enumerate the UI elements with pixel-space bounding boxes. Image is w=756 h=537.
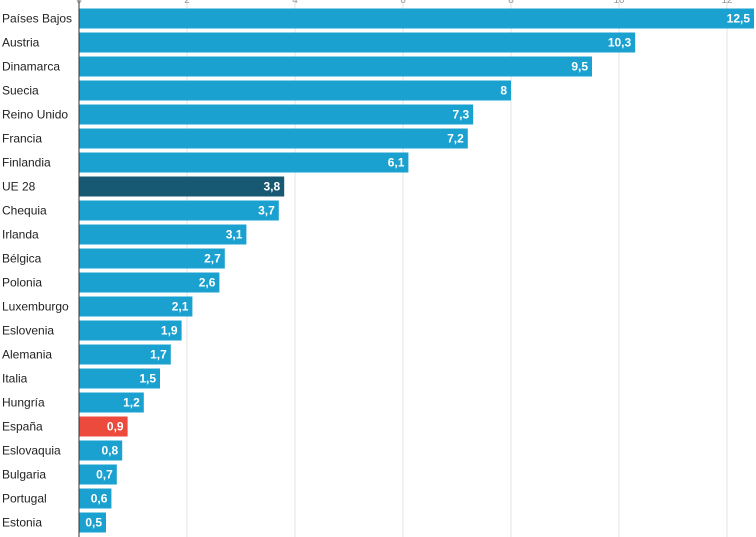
category-label: Alemania [2,348,52,362]
value-label: 3,1 [226,228,243,242]
value-label: 1,5 [139,372,156,386]
category-label: Portugal [2,492,47,506]
value-label: 7,3 [453,108,470,122]
value-label: 3,8 [264,180,281,194]
category-label: Bélgica [2,252,42,266]
value-label: 1,7 [150,348,167,362]
bar [79,512,106,533]
bar [79,416,128,437]
value-label: 0,8 [102,444,119,458]
value-label: 7,2 [447,132,464,146]
value-label: 3,7 [258,204,275,218]
category-label: Irlanda [2,228,39,242]
bar [79,344,171,365]
value-label: 1,9 [161,324,178,338]
value-label: 12,5 [727,12,751,26]
value-label: 2,1 [172,300,189,314]
bar [79,464,117,485]
value-label: 10,3 [608,36,632,50]
bar [79,272,220,293]
value-label: 8 [500,84,507,98]
bar [79,176,285,197]
category-label: Luxemburgo [2,300,69,314]
bar [79,104,474,125]
bar [79,80,511,101]
x-tick-label: 12 [721,0,733,6]
bar [79,224,247,245]
value-label: 2,6 [199,276,216,290]
bar [79,248,225,269]
category-label: Dinamarca [2,60,60,74]
bar [79,8,754,29]
value-label: 6,1 [388,156,405,170]
bar [79,296,193,317]
bar [79,320,182,341]
bar [79,152,409,173]
category-label: Polonia [2,276,42,290]
bar [79,488,112,509]
value-label: 0,9 [107,420,124,434]
value-label: 9,5 [571,60,588,74]
category-label: Eslovaquia [2,444,61,458]
x-tick-label: 6 [400,0,406,6]
category-label: Finlandia [2,156,51,170]
bar [79,32,636,53]
bar [79,392,144,413]
category-label: Hungría [2,396,45,410]
category-label: Italia [2,372,28,386]
category-label: Bulgaria [2,468,46,482]
x-tick-label: 4 [292,0,298,6]
category-label: Chequia [2,204,47,218]
x-tick-label: 2 [184,0,190,6]
bar [79,200,279,221]
value-label: 0,6 [91,492,108,506]
value-label: 1,2 [123,396,140,410]
category-label: Austria [2,36,40,50]
bar [79,440,123,461]
value-label: 2,7 [204,252,221,266]
category-label: Eslovenia [2,324,54,338]
category-label: Países Bajos [2,12,72,26]
category-label: Francia [2,132,42,146]
category-label: UE 28 [2,180,36,194]
bar [79,56,592,77]
bar [79,368,160,389]
x-tick-label: 8 [508,0,514,6]
x-tick-label: 10 [613,0,625,6]
category-label: Reino Unido [2,108,68,122]
value-label: 0,7 [96,468,113,482]
bars [79,8,754,533]
value-label: 0,5 [85,516,102,530]
category-label: Estonia [2,516,42,530]
category-label: Suecia [2,84,39,98]
bar [79,128,468,149]
category-label: España [2,420,43,434]
